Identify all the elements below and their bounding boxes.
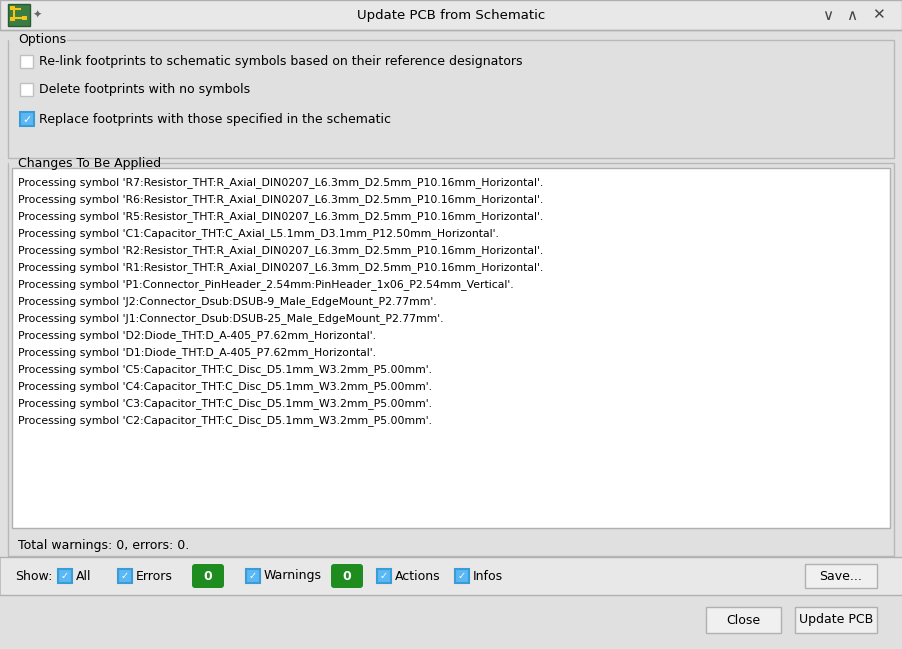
- Bar: [8, 40, 894, 158]
- Text: 0: 0: [343, 570, 352, 583]
- Bar: [9, 39, 67, 42]
- Text: Save...: Save...: [820, 570, 862, 583]
- Text: Actions: Actions: [395, 570, 440, 583]
- Bar: [12, 168, 890, 528]
- Bar: [455, 569, 469, 583]
- Text: ✓: ✓: [121, 571, 129, 581]
- Text: ✦: ✦: [32, 10, 41, 20]
- Text: Processing symbol 'D2:Diode_THT:D_A-405_P7.62mm_Horizontal'.: Processing symbol 'D2:Diode_THT:D_A-405_…: [18, 330, 376, 341]
- Text: ✓: ✓: [61, 571, 69, 581]
- Text: Replace footprints with those specified in the schematic: Replace footprints with those specified …: [39, 114, 391, 127]
- Text: Show:: Show:: [15, 570, 52, 583]
- Text: Processing symbol 'R6:Resistor_THT:R_Axial_DIN0207_L6.3mm_D2.5mm_P10.16mm_Horizo: Processing symbol 'R6:Resistor_THT:R_Axi…: [18, 195, 543, 206]
- Text: Total warnings: 0, errors: 0.: Total warnings: 0, errors: 0.: [18, 539, 189, 552]
- Bar: [9, 162, 129, 165]
- Text: ∧: ∧: [846, 8, 858, 23]
- Text: Processing symbol 'C3:Capacitor_THT:C_Disc_D5.1mm_W3.2mm_P5.00mm'.: Processing symbol 'C3:Capacitor_THT:C_Di…: [18, 398, 432, 410]
- Bar: [0, 0, 902, 30]
- Bar: [8, 163, 894, 556]
- Text: Processing symbol 'D1:Diode_THT:D_A-405_P7.62mm_Horizontal'.: Processing symbol 'D1:Diode_THT:D_A-405_…: [18, 348, 376, 358]
- Text: Processing symbol 'J2:Connector_Dsub:DSUB-9_Male_EdgeMount_P2.77mm'.: Processing symbol 'J2:Connector_Dsub:DSU…: [18, 297, 437, 308]
- Text: ∨: ∨: [823, 8, 833, 23]
- Text: Processing symbol 'C2:Capacitor_THT:C_Disc_D5.1mm_W3.2mm_P5.00mm'.: Processing symbol 'C2:Capacitor_THT:C_Di…: [18, 415, 432, 426]
- Bar: [0, 595, 902, 649]
- Text: Processing symbol 'R2:Resistor_THT:R_Axial_DIN0207_L6.3mm_D2.5mm_P10.16mm_Horizo: Processing symbol 'R2:Resistor_THT:R_Axi…: [18, 245, 543, 256]
- Text: Changes To Be Applied: Changes To Be Applied: [18, 156, 161, 169]
- Text: Infos: Infos: [473, 570, 503, 583]
- Text: ✓: ✓: [23, 115, 32, 125]
- Text: Processing symbol 'C4:Capacitor_THT:C_Disc_D5.1mm_W3.2mm_P5.00mm'.: Processing symbol 'C4:Capacitor_THT:C_Di…: [18, 382, 432, 393]
- Text: Errors: Errors: [136, 570, 173, 583]
- Text: Update PCB: Update PCB: [799, 613, 873, 626]
- Bar: [10, 17, 15, 21]
- FancyBboxPatch shape: [192, 564, 224, 588]
- Text: Re-link footprints to schematic symbols based on their reference designators: Re-link footprints to schematic symbols …: [39, 56, 522, 69]
- Bar: [795, 607, 877, 633]
- Bar: [20, 83, 33, 96]
- Text: Update PCB from Schematic: Update PCB from Schematic: [357, 8, 545, 21]
- Text: Processing symbol 'J1:Connector_Dsub:DSUB-25_Male_EdgeMount_P2.77mm'.: Processing symbol 'J1:Connector_Dsub:DSU…: [18, 313, 444, 324]
- Text: Processing symbol 'R5:Resistor_THT:R_Axial_DIN0207_L6.3mm_D2.5mm_P10.16mm_Horizo: Processing symbol 'R5:Resistor_THT:R_Axi…: [18, 212, 543, 223]
- Text: ✓: ✓: [249, 571, 257, 581]
- Text: Processing symbol 'P1:Connector_PinHeader_2.54mm:PinHeader_1x06_P2.54mm_Vertical: Processing symbol 'P1:Connector_PinHeade…: [18, 280, 513, 291]
- Text: Processing symbol 'C1:Capacitor_THT:C_Axial_L5.1mm_D3.1mm_P12.50mm_Horizontal'.: Processing symbol 'C1:Capacitor_THT:C_Ax…: [18, 228, 499, 239]
- Text: Options: Options: [18, 34, 66, 47]
- Text: Close: Close: [726, 613, 760, 626]
- Bar: [58, 569, 72, 583]
- Bar: [10, 6, 15, 10]
- FancyBboxPatch shape: [331, 564, 363, 588]
- Text: Processing symbol 'R1:Resistor_THT:R_Axial_DIN0207_L6.3mm_D2.5mm_P10.16mm_Horizo: Processing symbol 'R1:Resistor_THT:R_Axi…: [18, 263, 543, 273]
- Bar: [377, 569, 391, 583]
- Bar: [706, 607, 781, 633]
- Text: Warnings: Warnings: [264, 570, 322, 583]
- Text: Processing symbol 'C5:Capacitor_THT:C_Disc_D5.1mm_W3.2mm_P5.00mm'.: Processing symbol 'C5:Capacitor_THT:C_Di…: [18, 365, 432, 376]
- Text: ✓: ✓: [458, 571, 466, 581]
- Text: ✓: ✓: [380, 571, 388, 581]
- Text: Delete footprints with no symbols: Delete footprints with no symbols: [39, 84, 250, 97]
- Text: All: All: [76, 570, 91, 583]
- Bar: [246, 569, 260, 583]
- Bar: [20, 112, 34, 126]
- Text: ✕: ✕: [871, 8, 884, 23]
- Bar: [118, 569, 132, 583]
- Bar: [20, 55, 33, 68]
- Text: Processing symbol 'R7:Resistor_THT:R_Axial_DIN0207_L6.3mm_D2.5mm_P10.16mm_Horizo: Processing symbol 'R7:Resistor_THT:R_Axi…: [18, 178, 543, 188]
- Bar: [805, 564, 877, 588]
- Bar: [0, 557, 902, 595]
- Text: 0: 0: [204, 570, 212, 583]
- Bar: [22, 16, 27, 20]
- Bar: [8, 4, 30, 26]
